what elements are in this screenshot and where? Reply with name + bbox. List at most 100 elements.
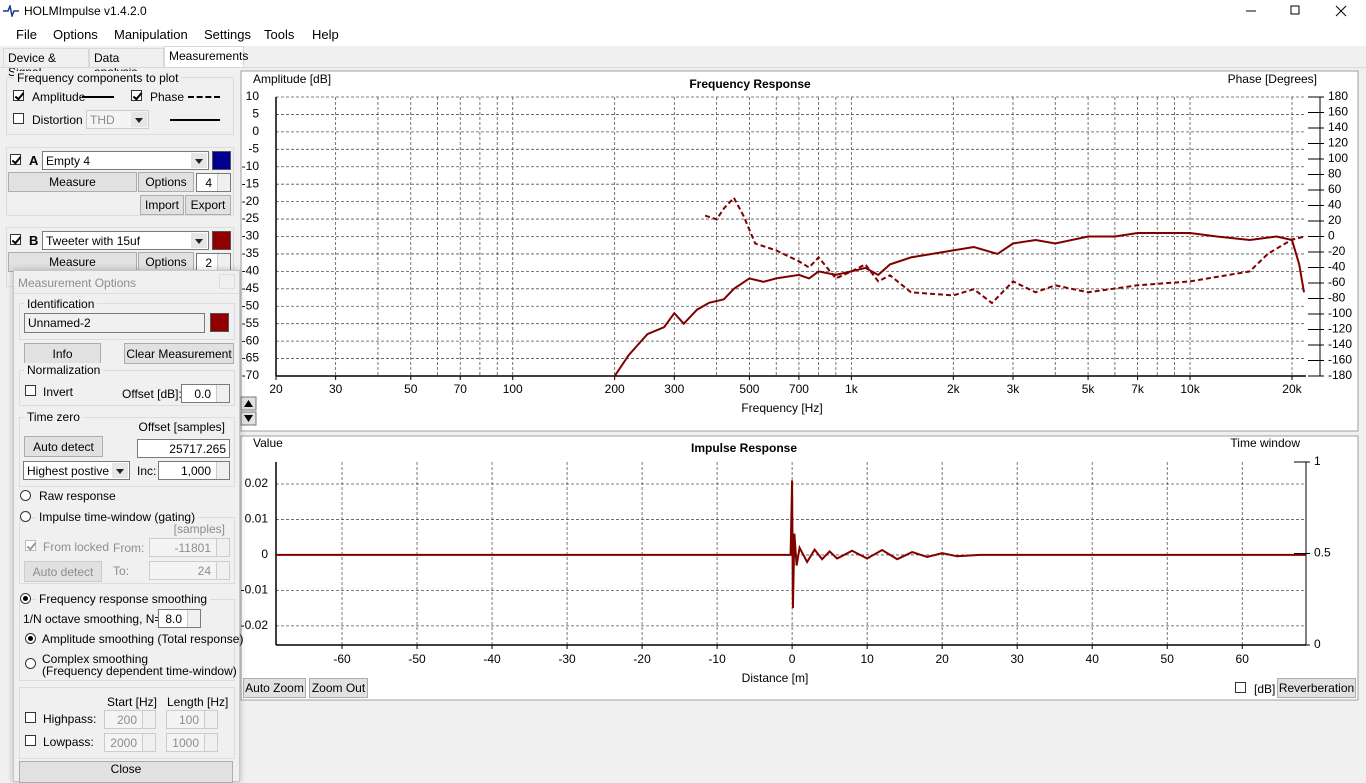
auto-detect-disabled[interactable]: Auto detect (24, 561, 102, 582)
measurement-letter: B (29, 233, 39, 248)
offset-db-spin[interactable]: 0.0 (181, 384, 230, 403)
offset-field[interactable]: 25717.265 (137, 439, 230, 458)
y-tick-label: 0.01 (245, 512, 269, 526)
close-window[interactable] (1335, 5, 1347, 17)
x-tick-label: -60 (333, 652, 351, 666)
db-checkbox[interactable] (1235, 682, 1246, 693)
y2-tick-label: 0 (1328, 229, 1335, 243)
auto-zoom-button[interactable]: Auto Zoom (243, 678, 306, 698)
from-locked-checkbox[interactable] (25, 540, 36, 551)
y-tick-label: 0 (252, 124, 259, 138)
from-locked-label: From locked (43, 540, 110, 554)
options-button[interactable]: Options (138, 252, 194, 272)
y2-tick-label: -160 (1328, 353, 1352, 367)
measurement-color[interactable] (210, 313, 229, 332)
x-tick-label: -10 (708, 652, 726, 666)
measurement-a-checkbox[interactable] (10, 154, 21, 165)
menu-item[interactable]: Settings (204, 27, 251, 42)
zoom-out-button[interactable]: Zoom Out (309, 678, 368, 698)
x-tick-label: 20 (935, 652, 949, 666)
y2-tick-label: -80 (1328, 291, 1346, 305)
distortion-sample (170, 119, 220, 121)
tab-active[interactable]: Measurements (164, 46, 248, 68)
raw-label: Raw response (39, 489, 116, 503)
measure-button[interactable]: Measure (8, 252, 137, 272)
from-spin[interactable]: -11801 (149, 538, 230, 557)
options-button[interactable]: Options (138, 172, 194, 192)
octave-spin[interactable]: 8.0 (158, 609, 201, 628)
spin-buttons (216, 462, 229, 479)
smoothing-radio[interactable] (20, 593, 31, 604)
import-button[interactable]: Import (140, 195, 184, 215)
x-tick-label: 200 (605, 382, 625, 396)
reverberation-button[interactable]: Reverberation (1277, 678, 1356, 698)
invert-checkbox[interactable] (25, 385, 36, 396)
raw-radio[interactable] (20, 490, 31, 501)
clear-button[interactable]: Clear Measurement (124, 343, 234, 364)
amp-smoothing-radio[interactable] (25, 633, 36, 644)
export-button[interactable]: Export (185, 195, 231, 215)
menu-item[interactable]: Tools (264, 27, 295, 42)
measurement-color[interactable] (212, 151, 231, 170)
highpass-checkbox[interactable] (25, 712, 36, 723)
dropdown-arrow (191, 153, 207, 168)
phase-checkbox[interactable] (131, 90, 142, 101)
y-tick-label: -20 (242, 194, 260, 208)
measurement-color[interactable] (212, 231, 231, 250)
thd-combo[interactable]: THD (86, 110, 149, 129)
method-combo[interactable]: Highest postive pe (23, 461, 130, 480)
y-tick-label: -10 (242, 159, 260, 173)
menu-item[interactable]: Options (53, 27, 98, 42)
amplitude-checkbox[interactable] (13, 90, 24, 101)
inc-spin[interactable]: 1,000 (158, 461, 230, 480)
measurement-b-combo[interactable]: Tweeter with 15uf (42, 231, 209, 250)
menu-item[interactable]: File (16, 27, 37, 42)
x-tick-label: 7k (1131, 382, 1145, 396)
name-field[interactable]: Unnamed-2 (24, 313, 205, 333)
lowpass-checkbox[interactable] (25, 735, 36, 746)
from-value: -11801 (174, 540, 211, 555)
close-button[interactable]: Close (19, 761, 233, 783)
hp-start-spin[interactable]: 200 (104, 710, 156, 729)
group-title: Time zero (24, 410, 83, 424)
normalization-group (19, 370, 235, 406)
x-tick-label: 5k (1082, 382, 1096, 396)
menu-item[interactable]: Manipulation (114, 27, 188, 42)
menu-item[interactable]: Help (312, 27, 339, 42)
y-tick-label: -60 (242, 333, 260, 347)
distortion-checkbox[interactable] (13, 113, 24, 124)
offset-db-value: 0.0 (194, 386, 211, 401)
y-tick-label: -35 (242, 246, 260, 260)
dropdown-arrow (191, 233, 207, 248)
hp-length-spin[interactable]: 100 (166, 710, 218, 729)
complex-radio[interactable] (25, 658, 36, 669)
lp-length-spin[interactable]: 1000 (166, 733, 218, 752)
count-spin[interactable]: 4 (196, 173, 231, 192)
auto-detect-button[interactable]: Auto detect (24, 436, 103, 457)
y2-tick-label: -40 (1328, 260, 1346, 274)
count-spin[interactable]: 2 (196, 253, 231, 272)
measurement-b-checkbox[interactable] (10, 234, 21, 245)
to-spin[interactable]: 24 (149, 561, 230, 580)
measurement-a-combo[interactable]: Empty 4 (42, 151, 209, 170)
x-tick-label: 60 (1236, 652, 1250, 666)
x-tick-label: 100 (503, 382, 523, 396)
y-axis-label: Amplitude [dB] (253, 72, 331, 86)
measure-button[interactable]: Measure (8, 172, 137, 192)
y-tick-label: -30 (242, 229, 260, 243)
maximize[interactable] (1290, 5, 1300, 15)
info-button[interactable]: Info (24, 343, 101, 364)
app-icon (3, 5, 19, 17)
lp-start-spin[interactable]: 2000 (104, 733, 156, 752)
x-tick-label: 0 (789, 652, 796, 666)
x-tick-label: 70 (454, 382, 468, 396)
tab[interactable]: Device & Signal (3, 48, 89, 79)
gating-radio[interactable] (20, 511, 31, 522)
dialog-close-box[interactable] (219, 274, 235, 289)
tab[interactable]: Data analysis (89, 48, 164, 79)
smoothing-label: Frequency response smoothing (36, 592, 211, 606)
y-tick-label: 0.02 (245, 476, 269, 490)
filter-group (19, 687, 235, 759)
y2-tick-label: -20 (1328, 244, 1346, 258)
